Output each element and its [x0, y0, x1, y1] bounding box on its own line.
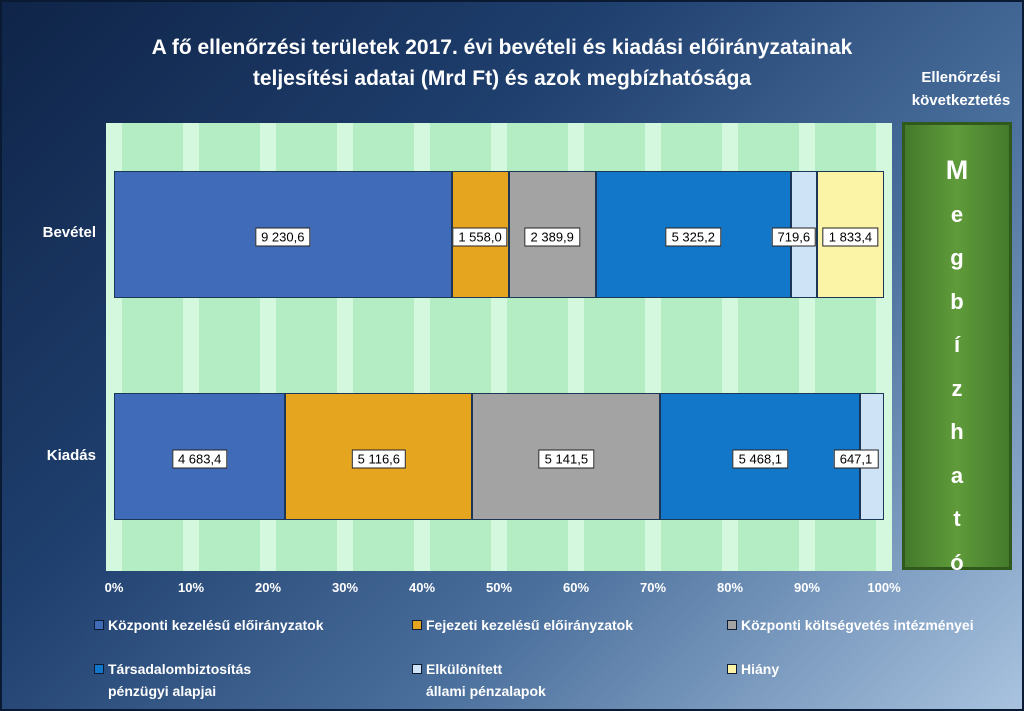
conclusion-title-line-1: Ellenőrzési	[921, 69, 1001, 86]
data-label: 647,1	[833, 449, 879, 468]
data-label: 719,6	[771, 227, 817, 246]
legend-swatch	[727, 664, 737, 674]
conclusion-letter: M	[945, 155, 969, 185]
legend-label: Elkülönített	[426, 661, 503, 677]
legend-swatch	[94, 620, 104, 630]
x-tick-label: 30%	[331, 580, 359, 595]
conclusion-letter: e	[950, 201, 964, 227]
conclusion-letter: ó	[950, 549, 964, 575]
x-tick-label: 80%	[716, 580, 744, 595]
legend-label: állami pénzalapok	[426, 683, 546, 699]
data-label: 4 683,4	[171, 449, 228, 468]
conclusion-title-line-2: következtetés	[911, 92, 1011, 109]
x-tick-label: 90%	[793, 580, 821, 595]
legend-label: Társadalombiztosítás	[108, 661, 252, 677]
data-label: 2 389,9	[524, 227, 580, 246]
legend-swatch	[727, 620, 737, 630]
data-label: 9 230,6	[255, 227, 311, 246]
legend-label: Hiány	[741, 661, 780, 677]
title-line-2: teljesítési adatai (Mrd Ft) és azok megb…	[252, 67, 752, 90]
legend-swatch	[412, 620, 422, 630]
legend-swatch	[412, 664, 422, 674]
legend-label: pénzügyi alapjai	[108, 683, 217, 699]
x-tick-label: 60%	[562, 580, 590, 595]
conclusion-letter: a	[950, 462, 964, 488]
data-label: 5 141,5	[538, 449, 595, 468]
x-tick-label: 40%	[408, 580, 436, 595]
conclusion-title: Ellenőrzési következtetés	[900, 66, 1022, 112]
data-label: 1 558,0	[452, 227, 508, 246]
legend-label: Fejezeti kezelésű előirányzatok	[426, 617, 633, 633]
data-label: 5 468,1	[732, 449, 789, 468]
conclusion-letter: t	[953, 506, 961, 531]
data-label: 5 116,6	[351, 449, 407, 468]
category-label-bevetel: Bevétel	[42, 224, 96, 241]
conclusion-letter: b	[950, 288, 964, 314]
conclusion-letter: í	[953, 332, 961, 357]
x-tick-label: 50%	[485, 580, 513, 595]
chart-title: A fő ellenőrzési területek 2017. évi bev…	[62, 32, 942, 94]
legend-label: Központi kezelésű előirányzatok	[108, 617, 324, 633]
legend-swatch	[94, 664, 104, 674]
legend-label: Központi költségvetés intézményei	[741, 617, 974, 633]
x-tick-label: 70%	[639, 580, 667, 595]
conclusion-letter: h	[950, 419, 964, 444]
data-label: 1 833,4	[822, 227, 879, 246]
x-tick-label: 0%	[104, 580, 124, 595]
title-line-1: A fő ellenőrzési területek 2017. évi bev…	[151, 36, 853, 59]
plot-area: 9 230,6 1 558,0 2 389,9 5 325,2 719,6 1 833,4…	[106, 123, 892, 571]
category-label-kiadas: Kiadás	[46, 447, 96, 464]
x-tick-label: 20%	[254, 580, 282, 595]
data-label: 5 325,2	[665, 227, 721, 246]
conclusion-letter: z	[951, 375, 963, 401]
x-tick-label: 10%	[177, 580, 205, 595]
x-tick-label: 100%	[867, 580, 901, 595]
conclusion-letter: g	[950, 245, 964, 270]
